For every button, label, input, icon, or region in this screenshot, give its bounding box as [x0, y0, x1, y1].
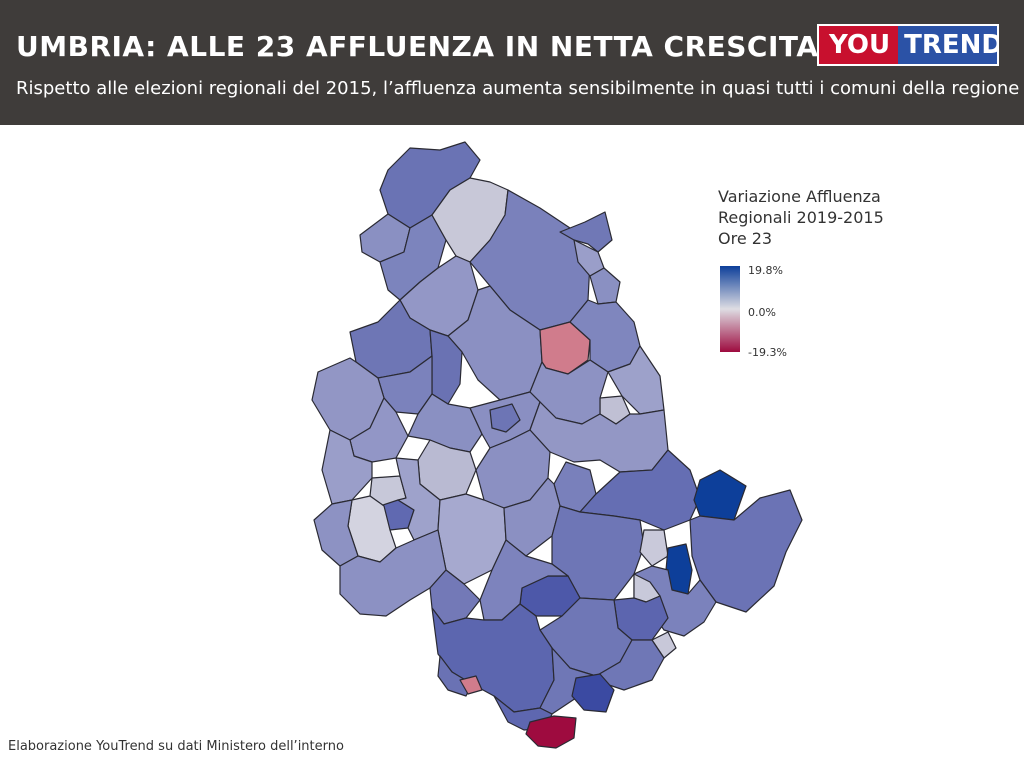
comune-area [607, 345, 665, 415]
legend-min-label: -19.3% [748, 346, 787, 359]
page-title: UMBRIA: ALLE 23 AFFLUENZA IN NETTA CRESC… [16, 30, 819, 63]
logo-you: YOU [819, 26, 899, 64]
comune-area [693, 469, 747, 521]
comune-area [529, 401, 669, 473]
comune-area [459, 675, 483, 695]
comune-area [525, 715, 577, 749]
legend-max-label: 19.8% [748, 264, 783, 277]
header-bar: UMBRIA: ALLE 23 AFFLUENZA IN NETTA CRESC… [0, 0, 1024, 125]
comune-area [589, 267, 621, 305]
legend-title-line: Ore 23 [718, 229, 773, 248]
legend-title: Variazione Affluenza Regionali 2019-2015… [718, 186, 938, 249]
source-note: Elaborazione YouTrend su dati Ministero … [8, 739, 344, 754]
legend-color-bar [720, 266, 740, 352]
comune-area [639, 529, 669, 567]
page-subtitle: Rispetto alle elezioni regionali del 201… [16, 78, 1020, 99]
legend-title-line: Regionali 2019-2015 [718, 208, 884, 227]
comune-area [379, 214, 447, 301]
legend-title-line: Variazione Affluenza [718, 187, 881, 206]
comune-area [571, 673, 615, 713]
umbria-choropleth-map [311, 141, 803, 749]
legend-mid-label: 0.0% [748, 306, 776, 319]
comune-area [395, 457, 441, 541]
youtrend-logo: YOU TREND [817, 24, 999, 66]
logo-trend: TREND [904, 30, 999, 60]
comune-area [489, 403, 521, 433]
